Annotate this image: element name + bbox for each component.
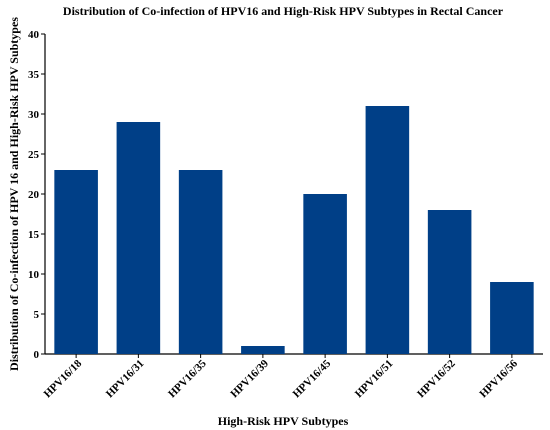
x-tick-label: HPV16/35: [166, 357, 209, 400]
y-tick-label: 35: [28, 69, 40, 81]
bar-hpv16-52: [427, 210, 472, 354]
y-axis-label-group: Distribution of Co-infection of HPV 16 a…: [7, 17, 21, 371]
bar-hpv16-31: [116, 122, 161, 354]
x-axis-label: High-Risk HPV Subtypes: [218, 414, 349, 428]
bar-hpv16-51: [365, 106, 410, 354]
y-tick-label: 10: [28, 269, 40, 281]
x-tick-label: HPV16/52: [415, 357, 458, 400]
y-tick-label: 20: [28, 189, 40, 201]
x-tick-label: HPV16/56: [477, 357, 520, 400]
bar-hpv16-56: [490, 282, 534, 354]
bar-hpv16-39: [241, 346, 285, 354]
y-tick-label: 25: [28, 149, 40, 161]
plot-area: 0 5 10 15 20 25 30 35 40 HPV16/18 HPV16/31 HPV16/35…: [28, 29, 543, 400]
x-tick-label: HPV16/51: [353, 358, 396, 401]
x-tick-label: HPV16/18: [42, 357, 85, 400]
chart-title: Distribution of Co-infection of HPV16 an…: [63, 4, 504, 18]
bar-hpv16-35: [178, 170, 223, 354]
bar-hpv16-18: [54, 170, 98, 354]
y-tick-label: 40: [28, 29, 40, 41]
y-tick-label: 0: [34, 349, 40, 361]
x-tick-label: HPV16/39: [228, 357, 271, 400]
y-tick-label: 5: [34, 309, 40, 321]
y-tick-label: 15: [28, 229, 40, 241]
x-tick-label: HPV16/45: [291, 357, 334, 400]
x-tick-label: HPV16/31: [104, 358, 147, 401]
y-tick-label: 30: [28, 109, 40, 121]
y-axis-label: Distribution of Co-infection of HPV 16 a…: [7, 17, 21, 371]
bar-hpv16-45: [303, 194, 347, 354]
